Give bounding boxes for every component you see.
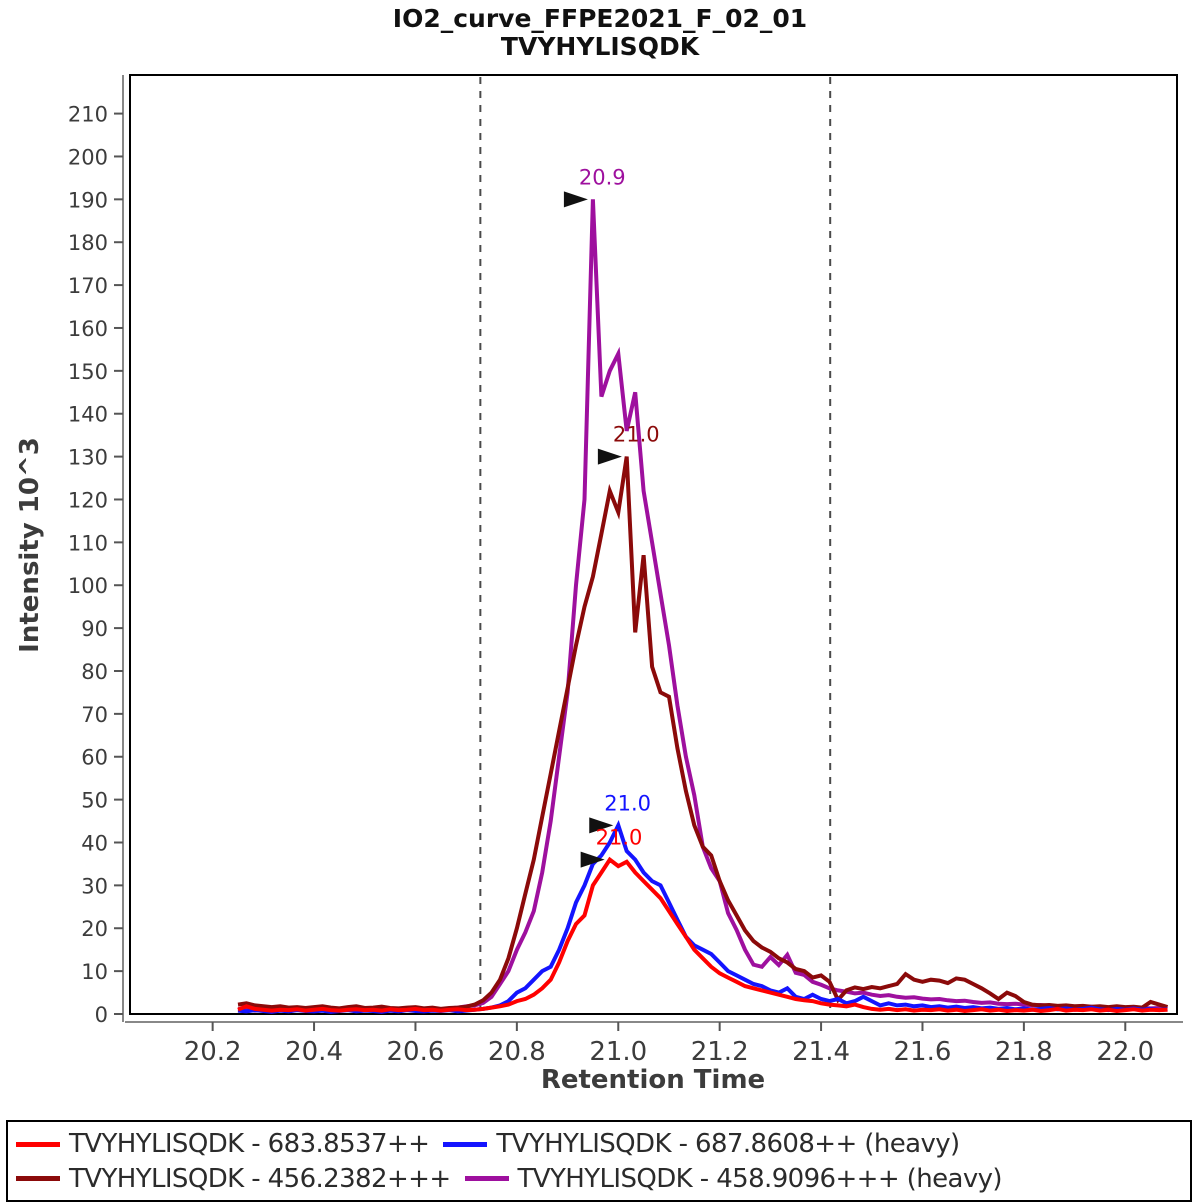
chromatogram-trace	[237, 856, 1168, 1014]
y-tick-label: 200	[68, 145, 108, 169]
legend-swatch	[16, 1176, 60, 1182]
x-axis-label: Retention Time	[541, 1065, 765, 1095]
legend-row: TVYHYLISQDK - 456.2382+++ TVYHYLISQDK - …	[16, 1164, 1178, 1194]
legend-label: TVYHYLISQDK - 458.9096+++ (heavy)	[517, 1163, 1003, 1194]
x-tick-label: 21.0	[589, 1037, 647, 1067]
y-tick-label: 170	[68, 274, 108, 298]
peak-annotation-label: 21.0	[596, 826, 643, 850]
x-tick-label: 20.2	[184, 1037, 242, 1067]
legend-label: TVYHYLISQDK - 456.2382+++	[69, 1163, 451, 1194]
y-tick-label: 30	[81, 874, 108, 898]
peak-arrow-icon	[563, 191, 588, 208]
y-tick-label: 0	[95, 1003, 108, 1027]
y-tick-label: 180	[68, 231, 108, 255]
y-tick-label: 110	[68, 531, 108, 555]
legend-item: TVYHYLISQDK - 458.9096+++ (heavy)	[464, 1163, 1003, 1194]
y-tick-label: 80	[81, 660, 108, 684]
y-tick-label: 210	[68, 103, 108, 127]
legend: TVYHYLISQDK - 683.8537++ TVYHYLISQDK - 6…	[6, 1120, 1192, 1202]
plot-area: 20.2 20.4 20.6 20.8 21.0 21.2 21.4 21.6 21.8 22.0…	[68, 74, 1183, 1067]
y-tick-label: 150	[68, 360, 108, 384]
y-tick-label: 50	[81, 789, 108, 813]
x-tick-label: 21.2	[691, 1037, 749, 1067]
peak-annotation-label: 21.0	[613, 423, 660, 447]
legend-label: TVYHYLISQDK - 687.8608++ (heavy)	[496, 1129, 960, 1160]
x-tick-label: 22.0	[1096, 1037, 1154, 1067]
x-tick-label: 20.6	[387, 1037, 445, 1067]
legend-swatch	[443, 1141, 488, 1147]
x-tick-label: 21.4	[792, 1037, 850, 1067]
y-tick-label: 70	[81, 703, 108, 727]
y-tick-label: 190	[68, 188, 108, 212]
chromatogram-trace	[237, 820, 1168, 1014]
y-tick-label: 60	[81, 746, 108, 770]
chart-title: IO2_curve_FFPE2021_F_02_01	[393, 4, 807, 33]
legend-item: TVYHYLISQDK - 687.8608++ (heavy)	[443, 1129, 960, 1160]
x-tick-label: 20.4	[285, 1037, 343, 1067]
y-tick-label: 10	[81, 960, 108, 984]
y-tick-label: 40	[81, 831, 108, 855]
y-tick-label: 140	[68, 403, 108, 427]
peak-arrow-icon	[580, 851, 605, 868]
x-tick-label: 21.8	[995, 1037, 1053, 1067]
peak-annotation-label: 21.0	[604, 791, 651, 815]
y-tick-label: 130	[68, 446, 108, 470]
y-axis-label: Intensity 10^3	[15, 437, 45, 653]
chromatogram-plot: IO2_curve_FFPE2021_F_02_01 TVYHYLISQDK I…	[15, 4, 1183, 1095]
peak-arrow-icon	[597, 448, 622, 465]
y-tick-label: 100	[68, 574, 108, 598]
y-tick-label: 160	[68, 317, 108, 341]
legend-item: TVYHYLISQDK - 683.8537++	[16, 1129, 430, 1160]
y-tick-label: 90	[81, 617, 108, 641]
legend-row: TVYHYLISQDK - 683.8537++ TVYHYLISQDK - 6…	[16, 1129, 1178, 1159]
chromatogram-trace	[237, 199, 1168, 1013]
y-tick-label: 20	[81, 917, 108, 941]
peak-annotation-label: 20.9	[579, 165, 626, 189]
x-tick-label: 20.8	[488, 1037, 546, 1067]
legend-swatch	[16, 1141, 60, 1147]
chart-subtitle: TVYHYLISQDK	[501, 32, 701, 61]
x-tick-label: 21.6	[894, 1037, 952, 1067]
peak-arrow-icon	[589, 817, 614, 834]
legend-label: TVYHYLISQDK - 683.8537++	[69, 1129, 430, 1160]
legend-swatch	[464, 1176, 509, 1182]
y-tick-label: 120	[68, 488, 108, 512]
plot-frame	[129, 74, 1178, 1015]
chromatogram-trace	[237, 456, 1169, 1011]
legend-item: TVYHYLISQDK - 456.2382+++	[16, 1164, 451, 1194]
